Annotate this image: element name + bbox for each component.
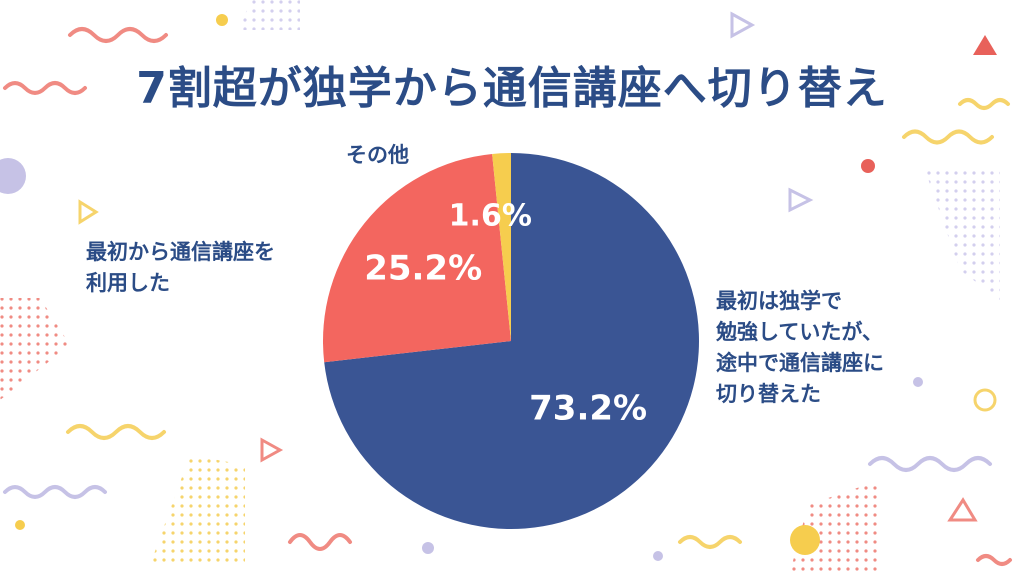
dot-pattern-decoration (240, 0, 300, 30)
circle-decoration (973, 388, 997, 412)
wave-decoration (976, 554, 1012, 566)
circle-decoration (15, 520, 25, 530)
wave-decoration (3, 81, 87, 95)
slice-other-value-label: 1.6% (449, 199, 532, 234)
wave-decoration (678, 535, 742, 549)
circle-decoration (913, 377, 923, 387)
triangle-decoration (260, 437, 284, 463)
triangle-decoration (788, 187, 814, 213)
circle-decoration (790, 525, 820, 555)
wave-decoration (3, 485, 107, 499)
category-label-other: その他 (346, 143, 409, 167)
slice-from-start (323, 153, 511, 363)
slice-switched (324, 153, 699, 529)
wave-decoration (868, 456, 992, 472)
pill-decoration (0, 158, 26, 194)
triangle-decoration (947, 497, 978, 522)
circle-decoration (861, 159, 875, 173)
wave-decoration (902, 129, 994, 145)
category-label-from-start: 最初から通信講座を 利用した (86, 240, 275, 295)
dot-pattern-decoration (925, 170, 1000, 300)
triangle-decoration (730, 11, 756, 39)
wave-decoration (288, 533, 352, 551)
circle-decoration (216, 14, 228, 26)
triangle-decoration (78, 199, 99, 225)
chart-title: 7割超が独学から通信講座へ切り替え (136, 63, 888, 114)
wave-decoration (68, 27, 168, 43)
circle-decoration (653, 551, 663, 561)
category-label-switched: 最初は独学で 勉強していたが、 途中で通信講座に 切り替えた (716, 289, 884, 406)
slice-switched-value-label: 73.2% (529, 388, 647, 428)
triangle-decoration (973, 35, 997, 55)
dot-pattern-decoration (150, 455, 245, 565)
dot-pattern-decoration (0, 298, 70, 400)
wave-decoration (66, 424, 166, 440)
pie-chart: 73.2% 25.2% 1.6% (323, 153, 699, 529)
slice-from-start-value-label: 25.2% (364, 249, 482, 289)
wave-decoration (958, 98, 1010, 110)
slice-other (492, 153, 511, 341)
circle-decoration (422, 542, 434, 554)
